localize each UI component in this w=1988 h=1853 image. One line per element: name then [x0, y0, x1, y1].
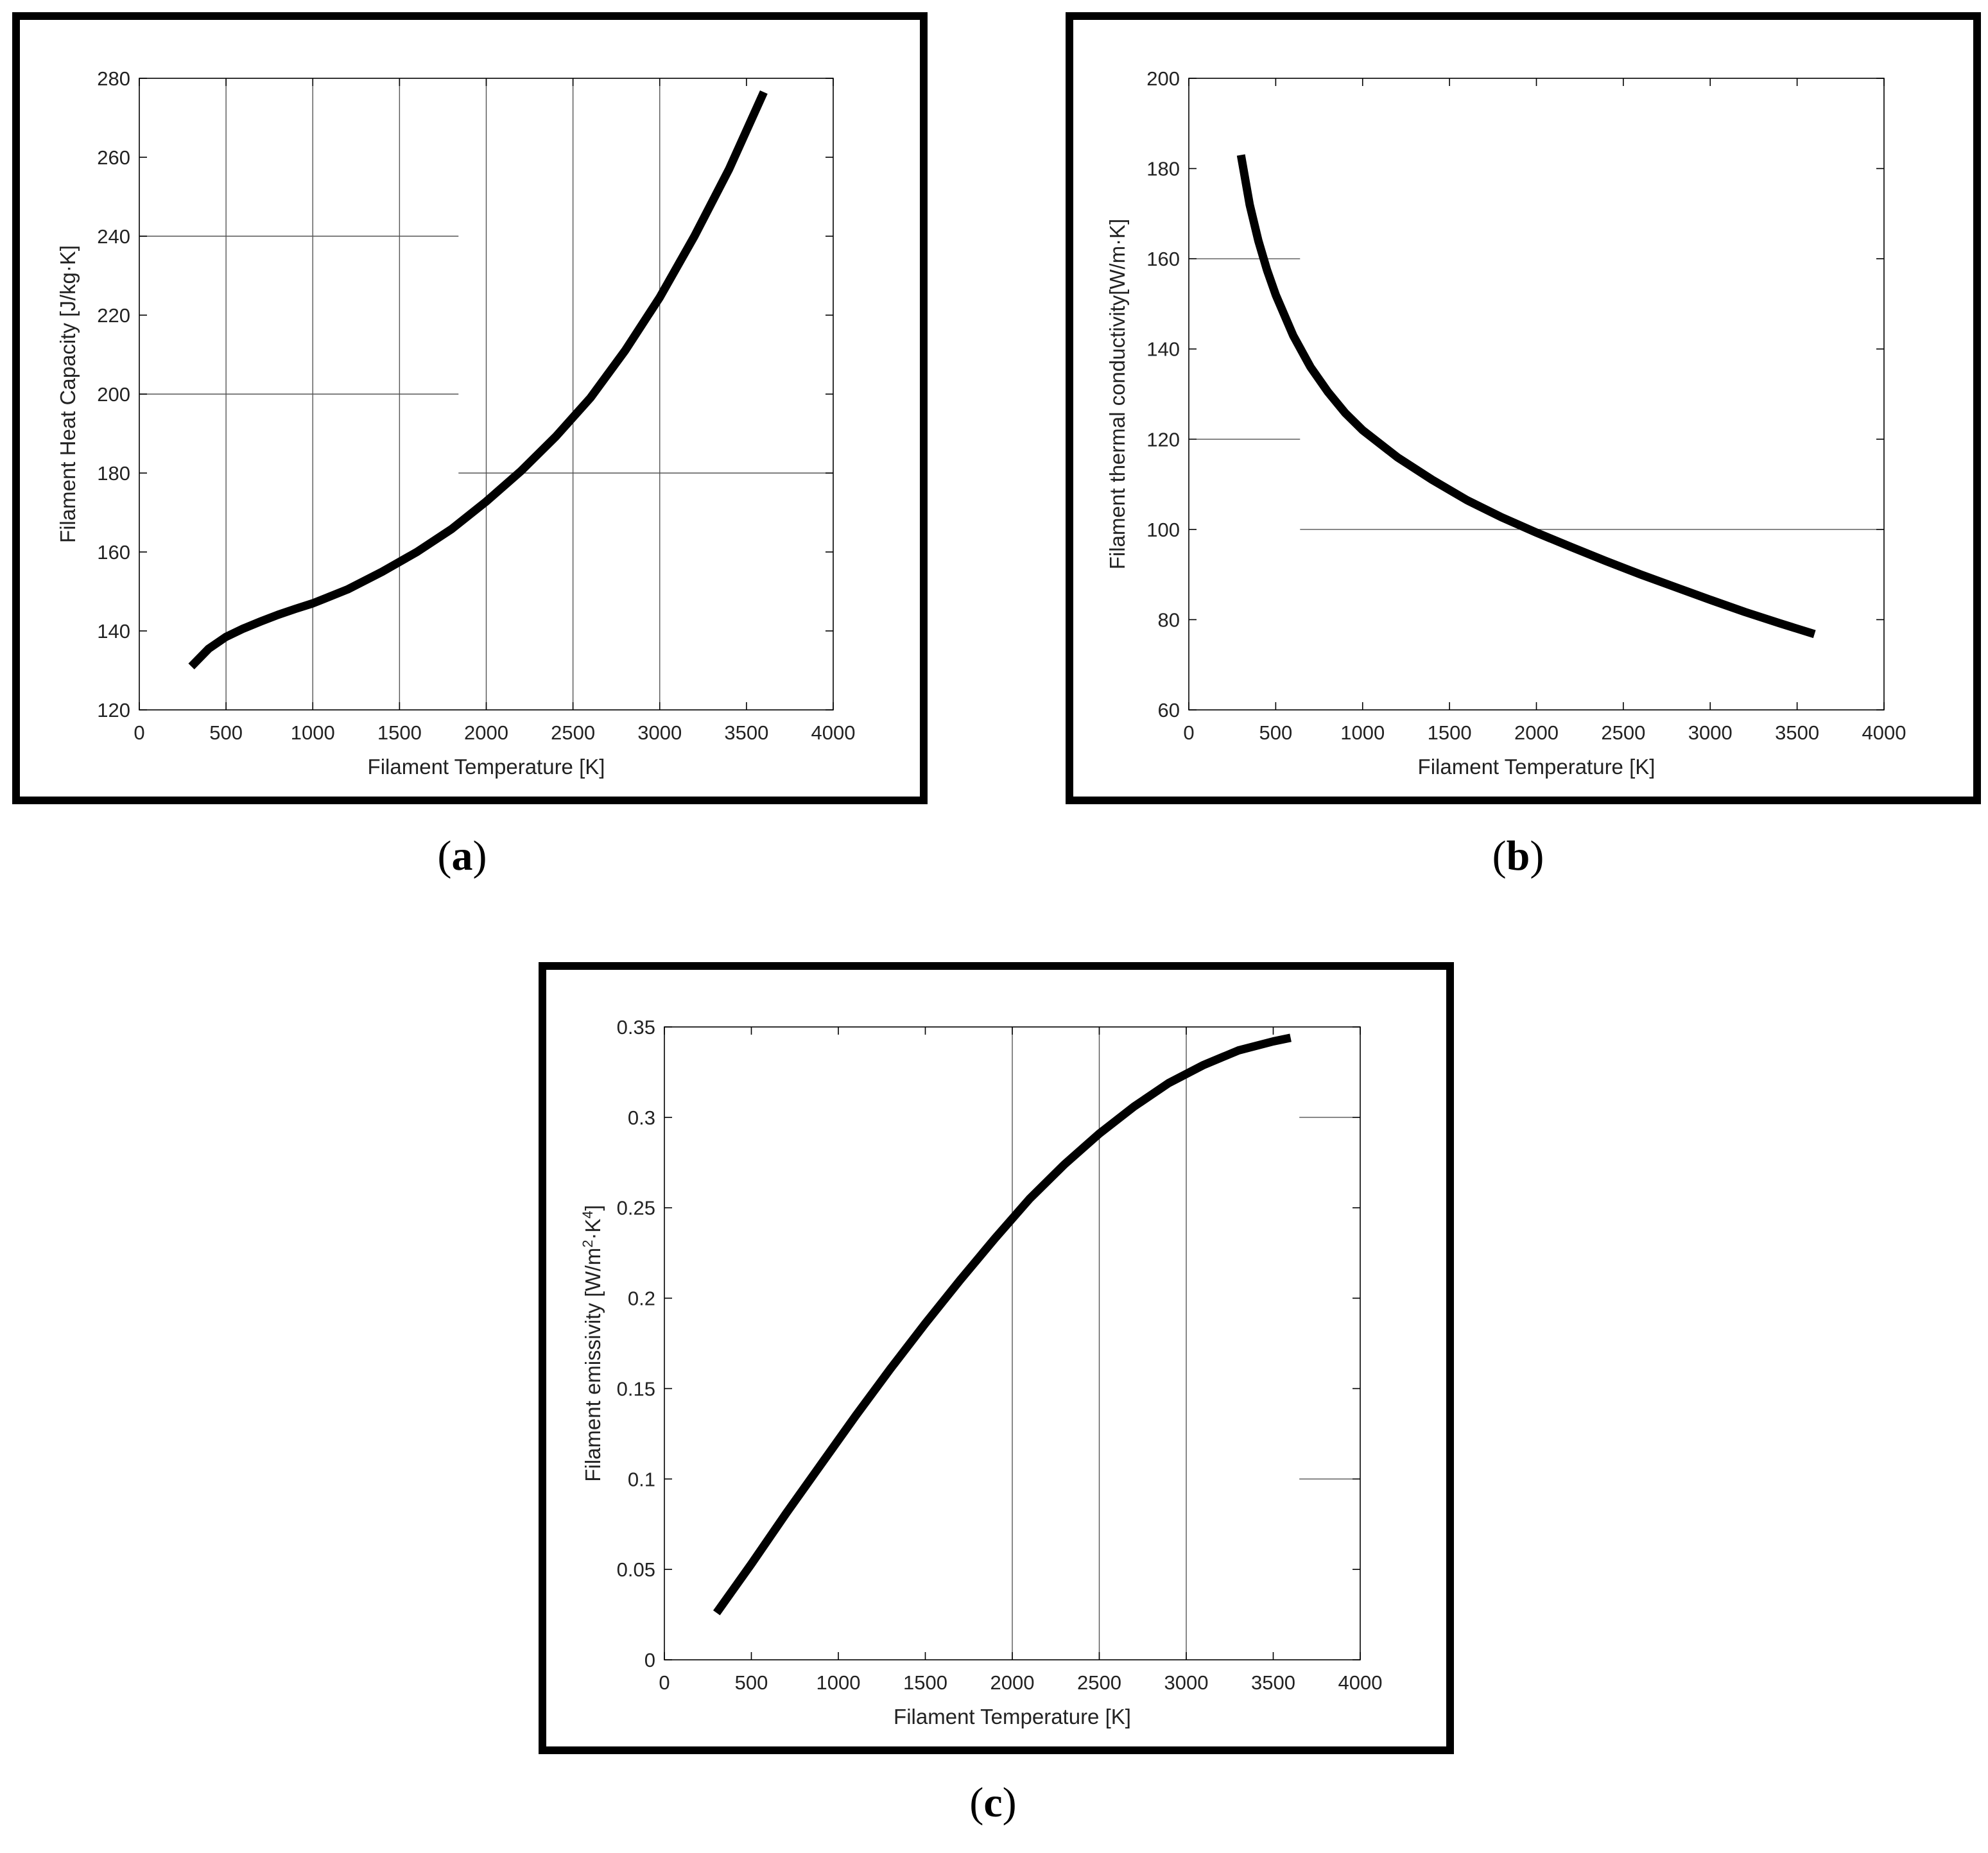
x-tick-label: 2500 [551, 721, 595, 744]
x-tick-label: 2000 [464, 721, 508, 744]
panel-caption-paren: ( [969, 1779, 983, 1826]
x-tick-label: 2500 [1601, 721, 1645, 744]
x-tick-label: 500 [209, 721, 243, 744]
series-line [1236, 154, 1816, 639]
x-tick-label: 3000 [637, 721, 682, 744]
x-tick-label: 0 [1183, 721, 1194, 744]
y-axis-label: Filament thermal conductivity[W/m·K] [1105, 219, 1129, 569]
y-tick-label: 160 [1146, 248, 1180, 270]
x-tick-label: 1500 [1428, 721, 1472, 744]
y-tick-label: 0.2 [628, 1288, 655, 1310]
y-axis-label-superscript: 4 [580, 1211, 596, 1218]
panel-caption-letter: a [452, 832, 473, 879]
y-tick-label: 140 [1146, 338, 1180, 361]
y-tick-label: 0.15 [617, 1377, 655, 1400]
panel-caption-paren: ) [473, 832, 487, 879]
x-tick-label: 2000 [1514, 721, 1559, 744]
x-tick-label: 1000 [291, 721, 335, 744]
y-axis-label: Filament Heat Capacity [J/kg·K] [56, 245, 80, 543]
x-tick-label: 500 [735, 1671, 768, 1694]
x-tick-label: 0 [134, 721, 144, 744]
x-tick-label: 4000 [1338, 1671, 1383, 1694]
x-tick-label: 500 [1259, 721, 1293, 744]
y-axis-label-part: Filament emissivity [W/m [581, 1248, 605, 1482]
y-tick-label: 200 [1146, 67, 1180, 90]
y-tick-label: 0 [644, 1649, 655, 1671]
y-axis-label-superscript: 2 [580, 1240, 596, 1248]
panel-caption: (a) [438, 832, 487, 879]
y-tick-label: 180 [97, 462, 130, 485]
panel-caption-paren: ) [1003, 1779, 1017, 1826]
y-tick-label: 220 [97, 304, 130, 327]
y-axis-label-part: ·K [581, 1219, 605, 1240]
y-tick-label: 0.25 [617, 1197, 655, 1220]
panel-caption: (c) [969, 1779, 1016, 1826]
panel-caption-paren: ( [438, 832, 452, 879]
y-tick-label: 160 [97, 541, 130, 564]
y-axis-label-part: ] [581, 1205, 605, 1211]
y-tick-label: 120 [1146, 428, 1180, 451]
x-tick-label: 2500 [1077, 1671, 1121, 1694]
x-tick-label: 1500 [377, 721, 422, 744]
panel-caption-letter: c [983, 1779, 1002, 1826]
y-tick-label: 240 [97, 225, 130, 248]
y-tick-label: 100 [1146, 519, 1180, 541]
x-tick-label: 3500 [1251, 1671, 1295, 1694]
y-tick-label: 280 [97, 67, 130, 90]
y-tick-label: 0.05 [617, 1558, 655, 1581]
y-tick-label: 120 [97, 699, 130, 721]
x-tick-label: 1500 [903, 1671, 947, 1694]
panel-caption-paren: ) [1530, 832, 1544, 879]
y-tick-label: 140 [97, 620, 130, 642]
y-tick-label: 80 [1158, 608, 1180, 631]
x-tick-label: 2000 [990, 1671, 1035, 1694]
x-tick-label: 3000 [1164, 1671, 1209, 1694]
series-line [188, 90, 768, 669]
x-tick-label: 1000 [1340, 721, 1385, 744]
y-tick-label: 200 [97, 383, 130, 406]
x-tick-label: 3000 [1688, 721, 1733, 744]
panel-frame [12, 12, 928, 804]
series-line [713, 1033, 1292, 1616]
y-tick-label: 60 [1158, 699, 1180, 721]
panel-caption: (b) [1492, 832, 1544, 879]
y-axis-label: Filament emissivity [W/m2·K4] [580, 1205, 605, 1482]
panel-frame [539, 962, 1454, 1754]
y-tick-label: 0.35 [617, 1016, 655, 1039]
x-axis-label: Filament Temperature [K] [368, 755, 605, 779]
x-tick-label: 4000 [811, 721, 856, 744]
y-tick-label: 0.1 [628, 1468, 655, 1490]
x-axis-label: Filament Temperature [K] [1418, 755, 1655, 779]
x-axis-label: Filament Temperature [K] [894, 1705, 1131, 1728]
chart-panel-a: 0 500 1000 1500 2000 2500 3000 3500 4000 120 140 16… [12, 12, 928, 879]
x-tick-label: 0 [659, 1671, 670, 1694]
y-tick-label: 0.3 [628, 1107, 655, 1129]
y-tick-label: 180 [1146, 158, 1180, 180]
x-tick-label: 3500 [724, 721, 768, 744]
panel-caption-paren: ( [1492, 832, 1507, 879]
panel-frame [1066, 12, 1981, 804]
panel-caption-letter: b [1507, 832, 1530, 879]
x-tick-label: 3500 [1775, 721, 1819, 744]
x-tick-label: 1000 [817, 1671, 861, 1694]
chart-panel-c: 0 500 1000 1500 2000 2500 3000 3500 4000 0 0.05 0.1… [539, 962, 1454, 1826]
y-tick-label: 260 [97, 146, 130, 169]
chart-panel-b: 0 500 1000 1500 2000 2500 3000 3500 4000 60 80 100 1… [1066, 12, 1981, 879]
x-tick-label: 4000 [1862, 721, 1906, 744]
